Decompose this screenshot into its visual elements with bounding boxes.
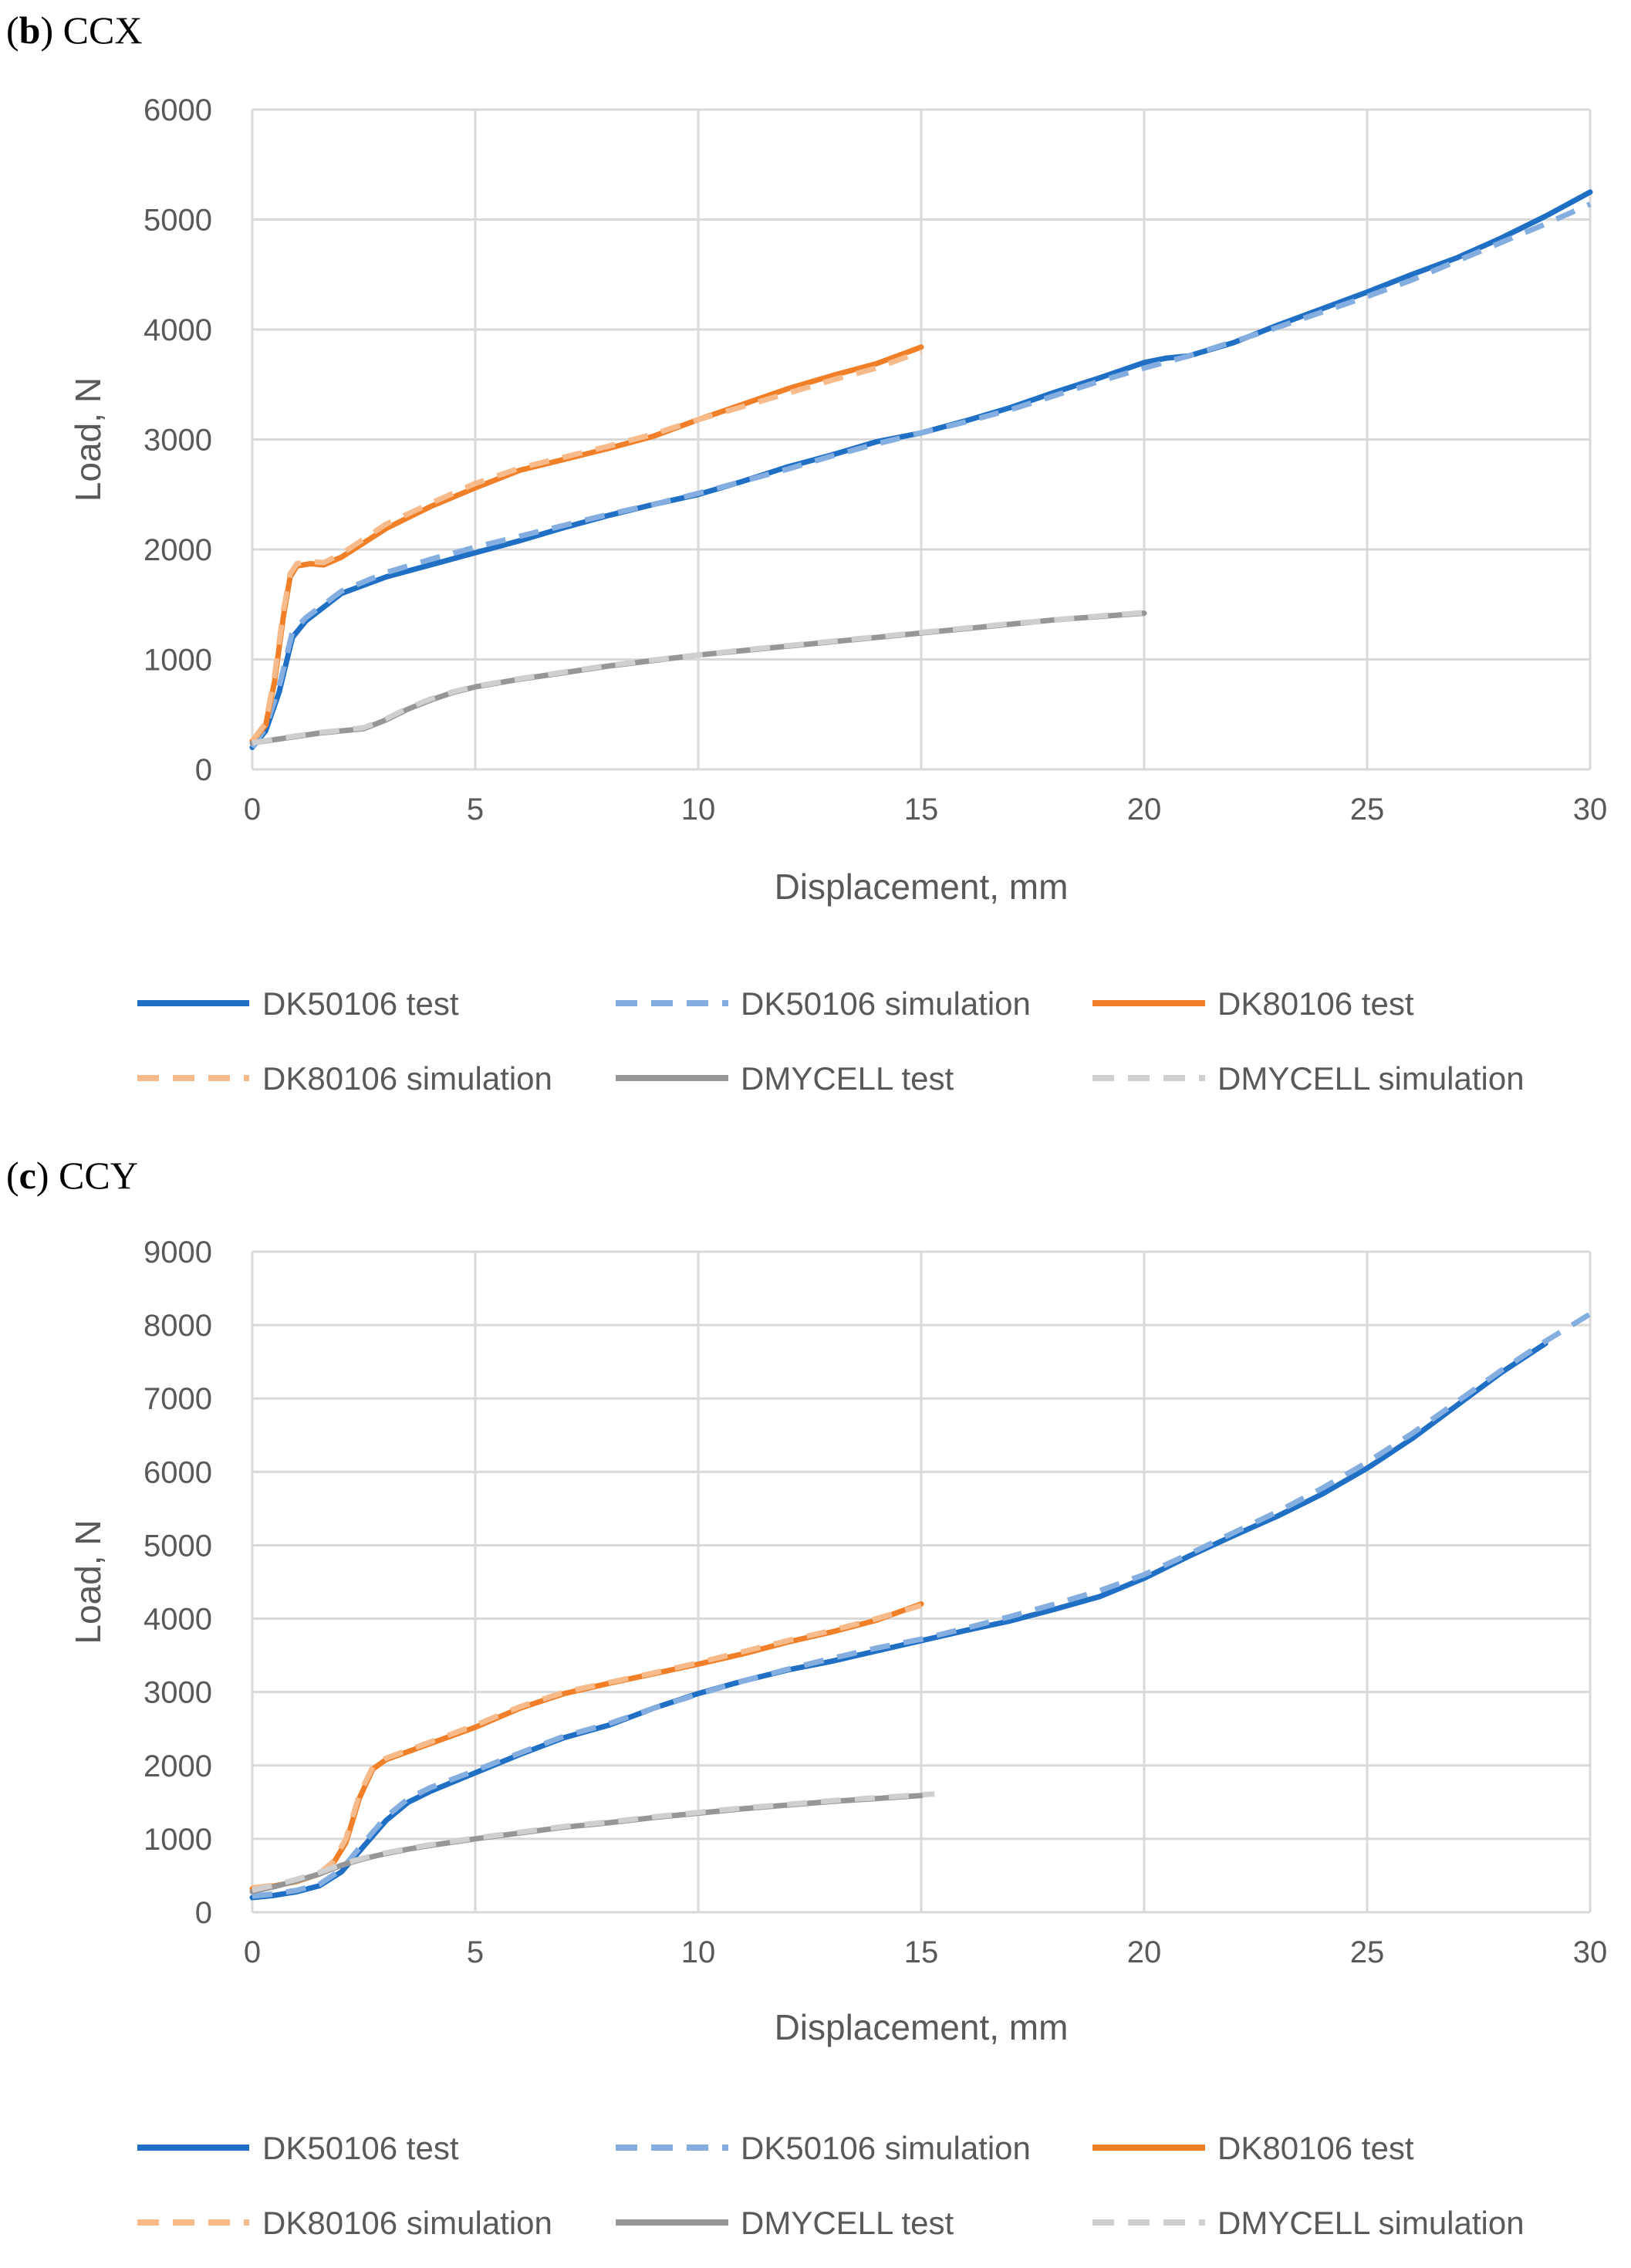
legend-label-dmycell-simulation: DMYCELL simulation bbox=[1217, 2205, 1525, 2241]
x-tick-label: 5 bbox=[467, 1935, 484, 1969]
legend-label-dk50106-simulation: DK50106 simulation bbox=[741, 2130, 1031, 2166]
x-tick-label: 25 bbox=[1350, 1935, 1385, 1969]
x-tick-label: 30 bbox=[1573, 1935, 1608, 1969]
y-tick-label: 9000 bbox=[144, 1235, 212, 1269]
series-line-dmycell-simulation bbox=[252, 610, 1145, 746]
x-tick-label: 25 bbox=[1350, 793, 1385, 826]
x-axis-title: Displacement, mm bbox=[775, 867, 1069, 907]
legend-label-dk50106-test: DK50106 test bbox=[262, 985, 459, 1022]
legend-label-dk50106-test: DK50106 test bbox=[262, 2130, 459, 2166]
series-line-dk50106-test bbox=[249, 1340, 1548, 1901]
x-tick-label: 15 bbox=[904, 1935, 939, 1969]
y-tick-label: 6000 bbox=[144, 93, 212, 127]
y-tick-label: 1000 bbox=[144, 1823, 212, 1857]
y-tick-label: 5000 bbox=[144, 204, 212, 238]
chart-panel-ccy: (c) CCY 0 5 10 15 20 25 30 0 1000 2000 3000 4000 5000… bbox=[6, 1154, 1607, 2241]
x-tick-label: 15 bbox=[904, 793, 939, 826]
legend-label-dk80106-test: DK80106 test bbox=[1217, 985, 1414, 1022]
series-line-dk80106-simulation bbox=[250, 349, 923, 743]
y-axis-title: Load, N bbox=[68, 377, 108, 502]
panel-letter: c bbox=[19, 1154, 36, 1197]
legend-label-dk80106-simulation: DK80106 simulation bbox=[262, 2205, 552, 2241]
x-tick-label: 30 bbox=[1573, 793, 1608, 826]
chart-panel-ccx: (b) CCX 0 5 10 15 20 25 30 0 1000 2000 3000 4000 5000… bbox=[6, 8, 1607, 1097]
panel-letter: b bbox=[19, 8, 41, 52]
series-line-dk50106-simulation bbox=[252, 1311, 1592, 1899]
y-tick-label: 4000 bbox=[144, 1603, 212, 1637]
x-tick-label: 20 bbox=[1127, 793, 1162, 826]
y-tick-label: 0 bbox=[195, 753, 212, 787]
series-line-dk50106-simulation bbox=[250, 201, 1592, 749]
y-tick-label: 8000 bbox=[144, 1309, 212, 1343]
legend-label-dmycell-test: DMYCELL test bbox=[741, 1060, 954, 1097]
legend-label-dk80106-simulation: DK80106 simulation bbox=[262, 1060, 552, 1097]
series-line-dk80106-test bbox=[249, 1601, 924, 1892]
x-tick-label: 0 bbox=[244, 793, 261, 826]
y-tick-label: 6000 bbox=[144, 1455, 212, 1489]
y-tick-label: 5000 bbox=[144, 1529, 212, 1563]
series-line-dk50106-test bbox=[249, 189, 1593, 750]
y-tick-label: 0 bbox=[195, 1896, 212, 1930]
x-tick-label: 0 bbox=[244, 1935, 261, 1969]
y-tick-label: 2000 bbox=[144, 1749, 212, 1783]
y-tick-label: 4000 bbox=[144, 313, 212, 347]
legend-label-dmycell-test: DMYCELL test bbox=[741, 2205, 954, 2241]
legend-label-dk50106-simulation: DK50106 simulation bbox=[741, 985, 1031, 1022]
y-tick-label: 3000 bbox=[144, 1676, 212, 1710]
panel-name: CCY bbox=[59, 1154, 138, 1197]
y-tick-label: 3000 bbox=[144, 424, 212, 458]
x-tick-label: 10 bbox=[681, 1935, 716, 1969]
legend-label-dmycell-simulation: DMYCELL simulation bbox=[1217, 1060, 1525, 1097]
series-line-dk80106-simulation bbox=[252, 1603, 922, 1891]
panel-label: (b) CCX bbox=[6, 8, 142, 52]
y-axis-title: Load, N bbox=[68, 1519, 108, 1644]
panel-name: CCX bbox=[63, 8, 143, 52]
y-tick-label: 7000 bbox=[144, 1382, 212, 1416]
x-tick-label: 10 bbox=[681, 793, 716, 826]
series-line-dmycell-simulation bbox=[252, 1791, 935, 1893]
legend-label-dk80106-test: DK80106 test bbox=[1217, 2130, 1414, 2166]
x-tick-label: 20 bbox=[1127, 1935, 1162, 1969]
y-tick-label: 2000 bbox=[144, 533, 212, 567]
x-tick-label: 5 bbox=[467, 793, 484, 826]
panel-label: (c) CCY bbox=[6, 1154, 138, 1197]
y-tick-label: 1000 bbox=[144, 644, 212, 678]
x-axis-title: Displacement, mm bbox=[775, 2007, 1069, 2047]
